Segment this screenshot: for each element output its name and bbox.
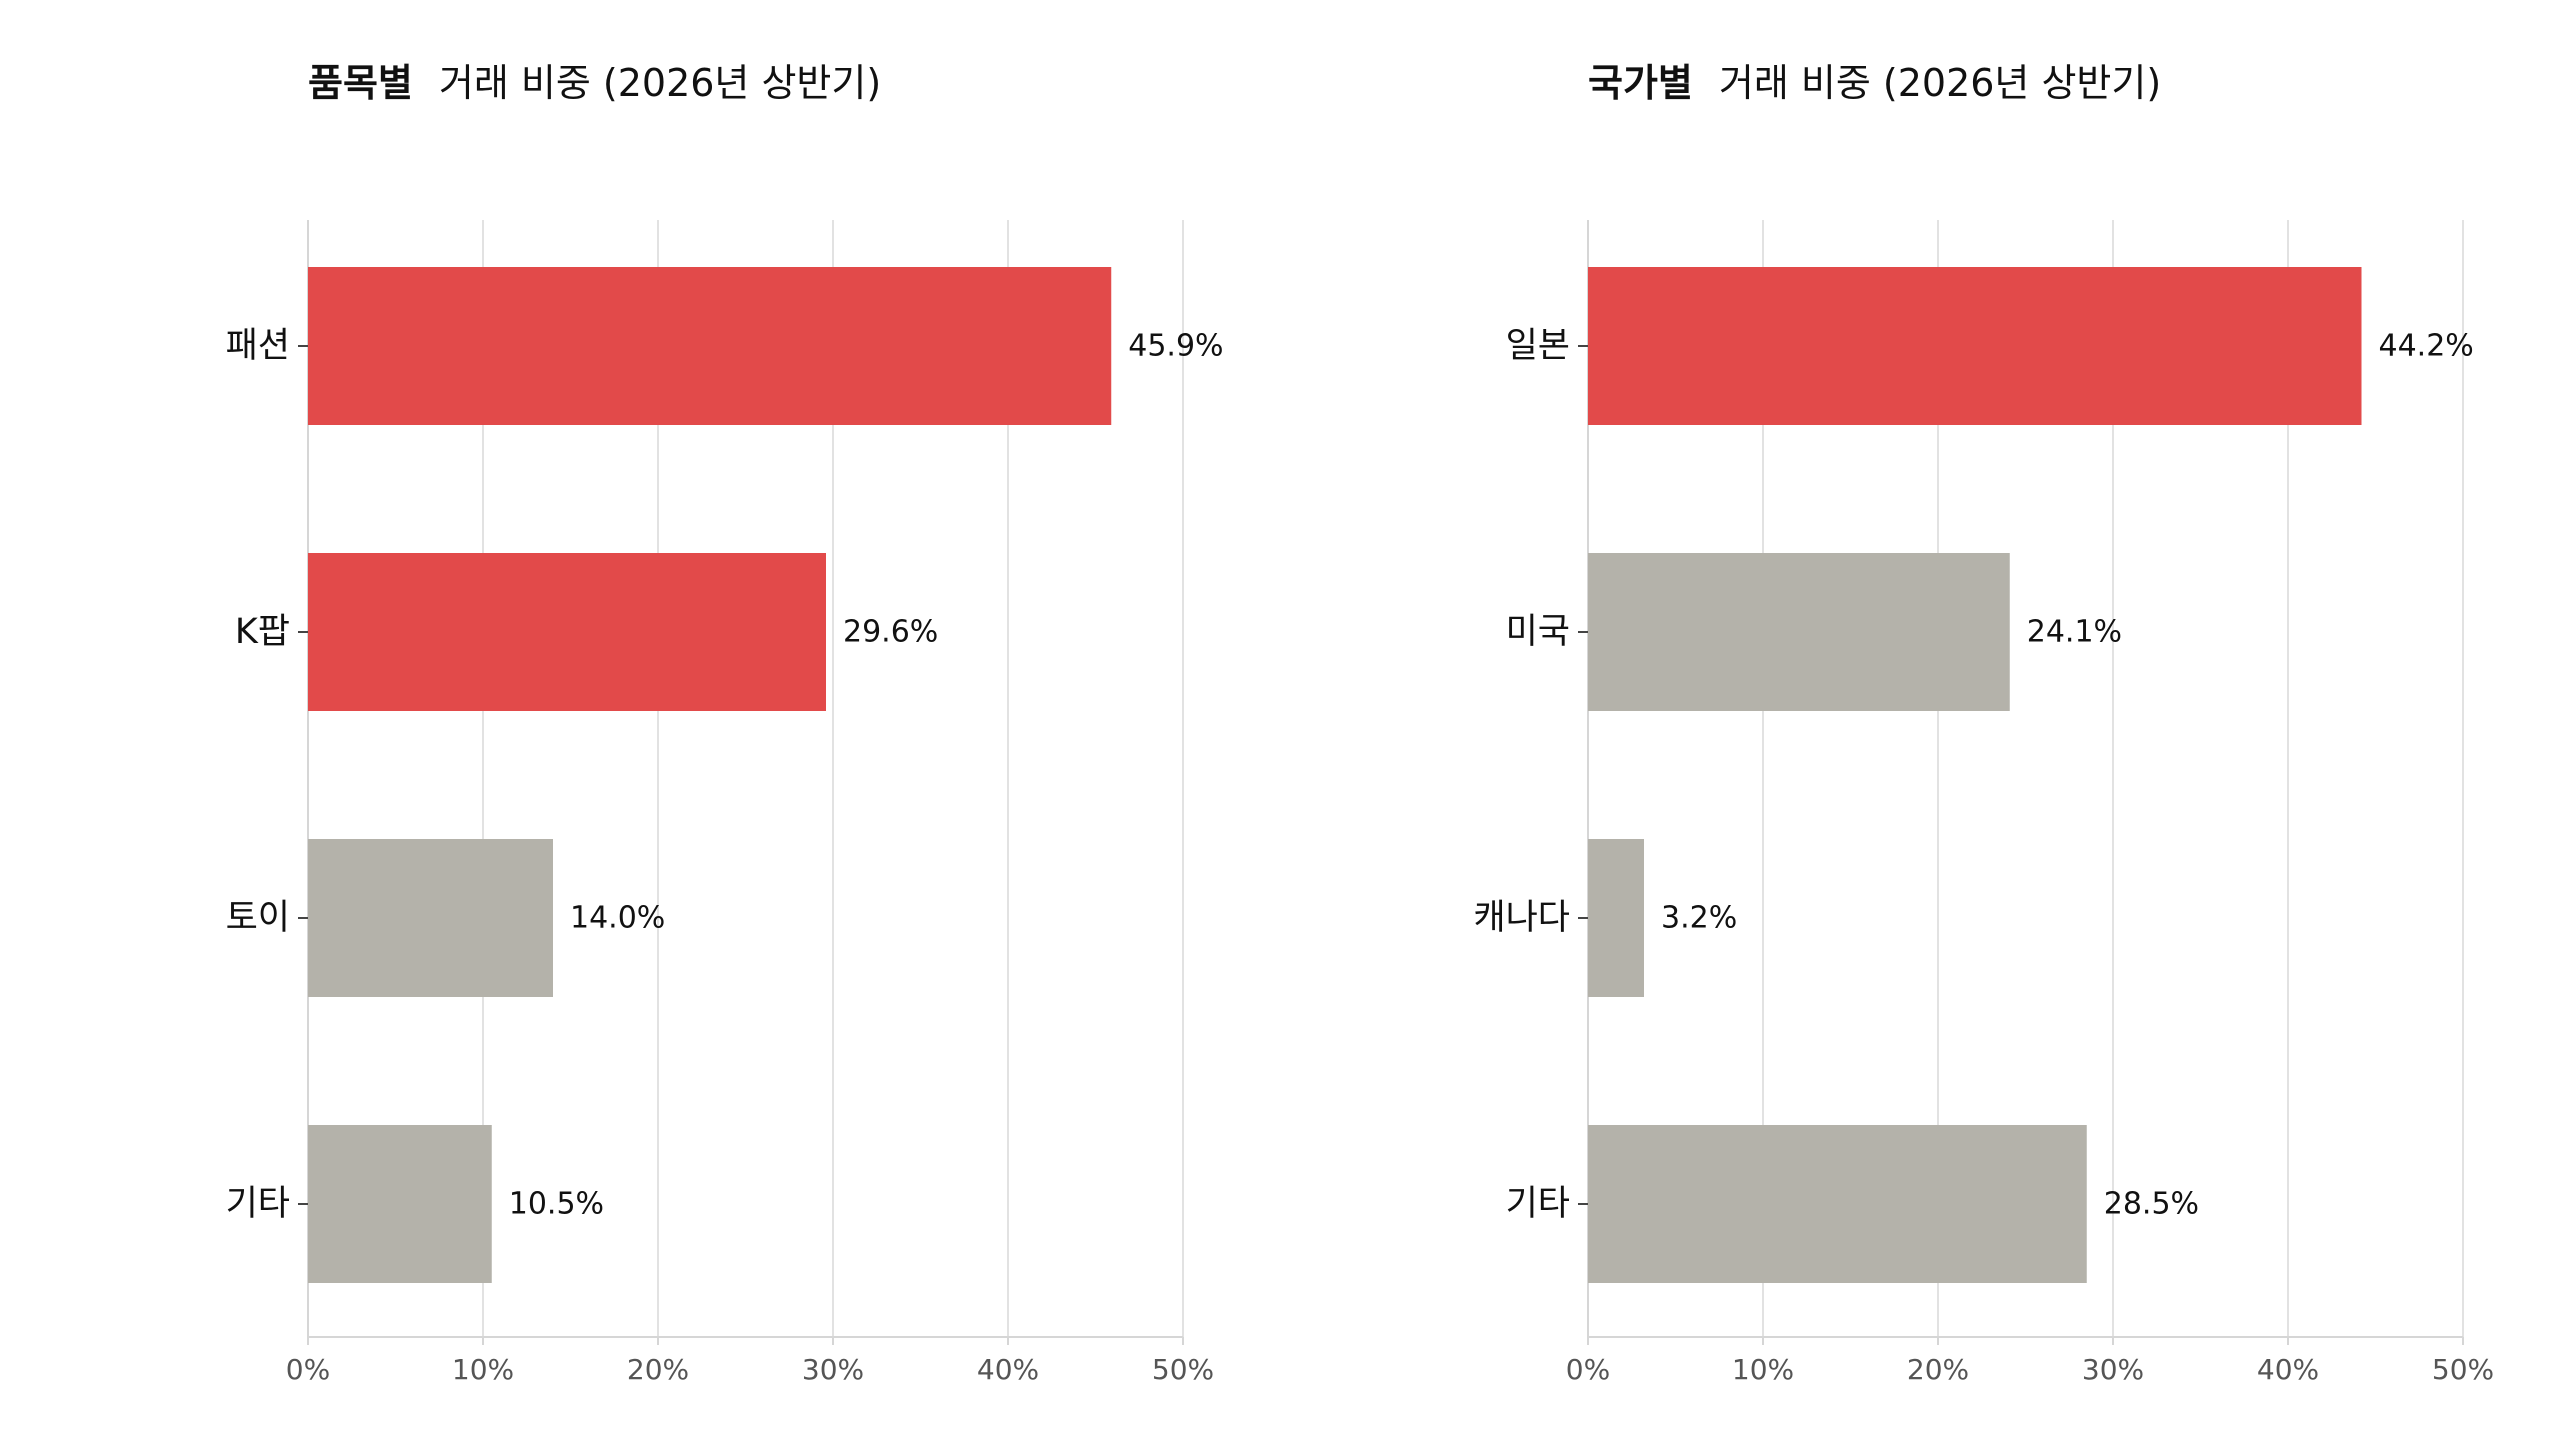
x-tick-label: 10% <box>1732 1353 1794 1386</box>
category-label: 일본 <box>1506 326 1570 366</box>
bar <box>1588 1125 2087 1283</box>
value-label: 3.2% <box>1661 901 1737 936</box>
value-label: 28.5% <box>2104 1187 2199 1222</box>
chart-title-rest: 거래 비중 (2026년 상반기) <box>438 61 882 105</box>
x-tick-label: 50% <box>2432 1353 2494 1386</box>
bar <box>308 553 826 711</box>
value-label: 44.2% <box>2379 329 2474 364</box>
chart-title: 국가별 거래 비중 (2026년 상반기) <box>1588 52 2161 107</box>
x-tick-label: 50% <box>1152 1353 1214 1386</box>
value-label: 14.0% <box>570 901 665 936</box>
category-label: 토이 <box>226 898 290 938</box>
value-label: 10.5% <box>509 1187 604 1222</box>
bar <box>308 839 553 997</box>
x-tick-label: 30% <box>2082 1353 2144 1386</box>
bar-chart-by-item: 0% 10% 20% 30% 40% 50% 패션 45.9% K팝 29.6% 토이 14.0% 기타… <box>226 220 1224 1386</box>
category-label: 기타 <box>1506 1184 1570 1224</box>
x-tick-label: 40% <box>2257 1353 2319 1386</box>
bar <box>308 267 1112 425</box>
category-label: 미국 <box>1506 612 1570 652</box>
chart-panel-by-country: 국가별 거래 비중 (2026년 상반기) 0% 10% 20% 30% 40% 50% 일본… <box>1280 0 2560 1440</box>
x-tick-label: 30% <box>802 1353 864 1386</box>
bar <box>1588 267 2362 425</box>
bar <box>308 1125 492 1283</box>
x-tick-label: 20% <box>627 1353 689 1386</box>
bar <box>1588 553 2010 711</box>
x-tick-label: 0% <box>286 1353 330 1386</box>
chart-title-rest: 거래 비중 (2026년 상반기) <box>1718 61 2162 105</box>
bar <box>1588 839 1644 997</box>
value-label: 24.1% <box>2027 615 2122 650</box>
bar-chart-by-country: 0% 10% 20% 30% 40% 50% 일본 44.2% 미국 24.1% 캐나다 3.2% 기타… <box>1473 220 2494 1386</box>
chart-title-bold: 품목별 <box>308 61 413 105</box>
chart-panel-by-item: 품목별 거래 비중 (2026년 상반기) 0% 10% 20% 30% 40% 50% 패션… <box>226 52 1224 1386</box>
category-label: K팝 <box>235 612 290 652</box>
value-label: 45.9% <box>1128 329 1223 364</box>
category-label: 기타 <box>226 1184 290 1224</box>
category-label: 캐나다 <box>1473 898 1570 938</box>
chart-title-bold: 국가별 <box>1588 61 1693 105</box>
value-label: 29.6% <box>843 615 938 650</box>
category-label: 패션 <box>226 326 290 366</box>
x-tick-label: 20% <box>1907 1353 1969 1386</box>
x-tick-label: 10% <box>452 1353 514 1386</box>
chart-title: 품목별 거래 비중 (2026년 상반기) <box>308 52 881 107</box>
x-tick-label: 0% <box>1566 1353 1610 1386</box>
x-tick-label: 40% <box>977 1353 1039 1386</box>
